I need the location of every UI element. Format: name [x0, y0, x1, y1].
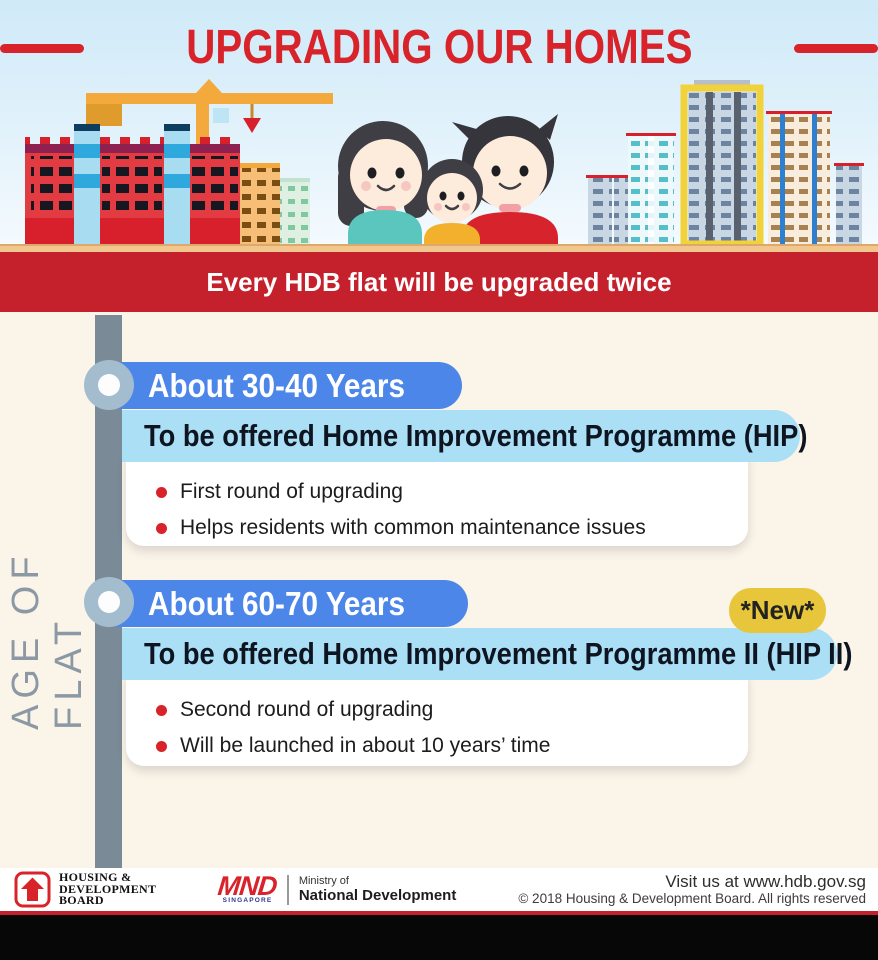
header: UPGRADING OUR HOMES [0, 0, 878, 72]
bullet-icon [156, 740, 167, 752]
footer-red-line [0, 911, 878, 915]
mnd-wordmark: MND [216, 871, 279, 901]
age-of-flat-label: AGE OF FLAT [5, 550, 90, 730]
mnd-logo: MND SINGAPORE Ministry of National Devel… [216, 871, 457, 905]
timeline-node-core [98, 591, 120, 613]
city-family-illustration [25, 79, 864, 244]
page-title: UPGRADING OUR HOMES [185, 21, 693, 74]
green-building [280, 178, 310, 244]
bullet-icon [156, 486, 167, 498]
new-badge: *New* [729, 588, 826, 633]
milestone-1-programme-label: To be offered Home Improvement Programme… [144, 418, 808, 453]
milestone-2-age-pill: About 60-70 Years [110, 580, 468, 627]
hdb-logo-icon [14, 871, 51, 908]
milestone-2-programme-label: To be offered Home Improvement Programme… [144, 636, 853, 671]
website-link: Visit us at www.hdb.gov.sg [665, 872, 866, 891]
banner: Every HDB flat will be upgraded twice [0, 252, 878, 312]
milestone-1-age-label: About 30-40 Years [148, 367, 405, 404]
timeline-node-core [98, 374, 120, 396]
timeline-section: AGE OF FLAT About 30-40 Years To be offe… [0, 312, 878, 868]
milestone-2-age-label: About 60-70 Years [148, 585, 405, 622]
bullet-text: Second round of upgrading [180, 698, 434, 721]
milestone-1-age-pill: About 30-40 Years [110, 362, 462, 409]
footer-right: Visit us at www.hdb.gov.sg © 2018 Housin… [518, 872, 866, 907]
red-building [25, 124, 240, 244]
right-buildings [586, 80, 864, 244]
hdb-line: DEVELOPMENT [59, 881, 157, 896]
ministry-text: Ministry of National Development [299, 875, 457, 904]
bottom-black-bar [0, 915, 878, 960]
mnd-singapore-label: SINGAPORE [222, 897, 273, 904]
bullet-text: First round of upgrading [180, 480, 403, 503]
list-item: Helps residents with common maintenance … [156, 516, 748, 540]
bullet-text: Helps residents with common maintenance … [180, 516, 646, 539]
ground-strip [0, 244, 878, 252]
hero-section: UPGRADING OUR HOMES [0, 0, 878, 244]
ministry-of-label: Ministry of [298, 875, 349, 887]
title-dash-right [794, 43, 878, 53]
bullet-text: Will be launched in about 10 years’ time [180, 734, 551, 757]
bullet-icon [156, 704, 167, 716]
title-dash-left [0, 43, 84, 53]
hdb-line: BOARD [59, 893, 104, 908]
copyright-text: © 2018 Housing & Development Board. All … [518, 891, 866, 906]
mnd-logo-icon: MND SINGAPORE [216, 871, 279, 904]
list-item: Will be launched in about 10 years’ time [156, 734, 748, 758]
divider [286, 874, 289, 905]
milestone-2-programme-bar: To be offered Home Improvement Programme… [122, 628, 852, 680]
ministry-name-label: National Development [298, 887, 457, 904]
footer: HOUSING & DEVELOPMENT BOARD MND SINGAPOR… [0, 868, 878, 911]
orange-building [240, 163, 280, 244]
timeline-node-1 [84, 360, 134, 410]
milestone-1-programme-bar: To be offered Home Improvement Programme… [122, 410, 807, 462]
list-item: First round of upgrading [156, 480, 748, 504]
hdb-logo: HOUSING & DEVELOPMENT BOARD [14, 871, 156, 908]
family-illustration [338, 114, 558, 244]
timeline-node-2 [84, 577, 134, 627]
list-item: Second round of upgrading [156, 698, 748, 722]
bullet-icon [156, 522, 167, 534]
hdb-logo-text: HOUSING & DEVELOPMENT BOARD [59, 872, 156, 907]
hdb-line: HOUSING & [59, 870, 132, 885]
